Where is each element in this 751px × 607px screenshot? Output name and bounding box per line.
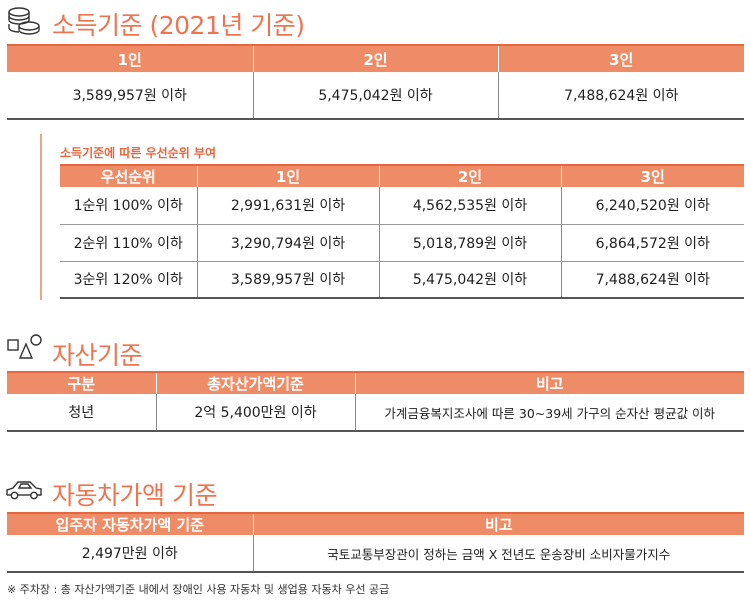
coins-icon	[6, 4, 42, 38]
car-note: 국토교통부장관이 정하는 금액 X 전년도 운송장비 소비자물가지수	[252, 535, 744, 572]
assets-header-total: 총자산가액기준	[155, 372, 355, 394]
priority-row-2-2: 5,018,789원 이하	[378, 224, 561, 262]
income-value-2: 5,475,042원 이하	[252, 72, 498, 119]
priority-row-3-1: 3,589,957원 이하	[196, 261, 379, 298]
priority-row-3-3: 7,488,624원 이하	[560, 261, 744, 298]
priority-header-2: 2인	[378, 165, 561, 187]
income-header-1: 1인	[7, 45, 253, 72]
priority-row-1-2: 4,562,535원 이하	[378, 187, 561, 225]
priority-row-3-rank: 3순위 120% 이하	[73, 272, 183, 289]
assets-category: 청년	[68, 405, 95, 421]
priority-header-3: 3인	[560, 165, 744, 187]
priority-row-2-3: 6,864,572원 이하	[560, 224, 744, 262]
income-header-2: 2인	[252, 45, 498, 72]
priority-table: 우선순위 1인 2인 3인 1순위 100% 이하 2,991,631원 이하 …	[60, 164, 744, 299]
priority-row-1: 1순위 100% 이하 2,991,631원 이하 4,562,535원 이하 …	[60, 187, 744, 225]
shapes-icon	[6, 332, 44, 360]
priority-header-rank: 우선순위	[60, 165, 197, 187]
car-table: 입주자 자동차가액 기준 비고 2,497만원 이하 국토교통부장관이 정하는 …	[7, 512, 744, 573]
priority-row-2-rank: 2순위 110% 이하	[60, 224, 197, 262]
priority-row-1-3: 6,240,520원 이하	[560, 187, 744, 225]
assets-table: 구분 총자산가액기준 비고 청년 2억 5,400만원 이하 가계금융복지조사에…	[7, 371, 744, 432]
assets-note: 가계금융복지조사에 따른 30~39세 가구의 순자산 평균값 이하	[354, 394, 744, 431]
car-icon	[4, 478, 44, 502]
income-value-1: 3,589,957원 이하	[72, 88, 187, 104]
priority-row-2-1: 3,290,794원 이하	[196, 224, 379, 262]
car-header-note: 비고	[252, 513, 744, 535]
priority-row-2: 2순위 110% 이하 3,290,794원 이하 5,018,789원 이하 …	[60, 224, 744, 262]
priority-row-3: 3순위 120% 이하 3,589,957원 이하 5,475,042원 이하 …	[60, 261, 744, 298]
priority-row-3-2: 5,475,042원 이하	[378, 261, 561, 298]
assets-header-note: 비고	[354, 372, 744, 394]
priority-row-1-rank: 1순위 100% 이하	[60, 187, 197, 225]
priority-caption: 소득기준에 따른 우선순위 부여	[60, 146, 217, 160]
income-value-3: 7,488,624원 이하	[497, 72, 744, 119]
assets-total: 2억 5,400만원 이하	[155, 394, 355, 431]
footnote: ※ 주차장 : 총 자산가액기준 내에서 장애인 사용 자동차 및 생업용 자동…	[7, 583, 390, 596]
priority-header-1: 1인	[196, 165, 379, 187]
income-header-3: 3인	[497, 45, 744, 72]
priority-accent-line	[40, 134, 42, 300]
car-header-limit: 입주자 자동차가액 기준	[7, 513, 253, 535]
income-section-title: 소득기준 (2021년 기준)	[52, 11, 305, 40]
assets-header-category: 구분	[7, 372, 156, 394]
income-table: 1인 2인 3인 3,589,957원 이하 5,475,042원 이하 7,4…	[7, 44, 744, 120]
priority-row-1-1: 2,991,631원 이하	[196, 187, 379, 225]
assets-section-title: 자산기준	[52, 341, 143, 370]
car-section-title: 자동차가액 기준	[52, 481, 217, 510]
car-limit: 2,497만원 이하	[81, 546, 178, 562]
